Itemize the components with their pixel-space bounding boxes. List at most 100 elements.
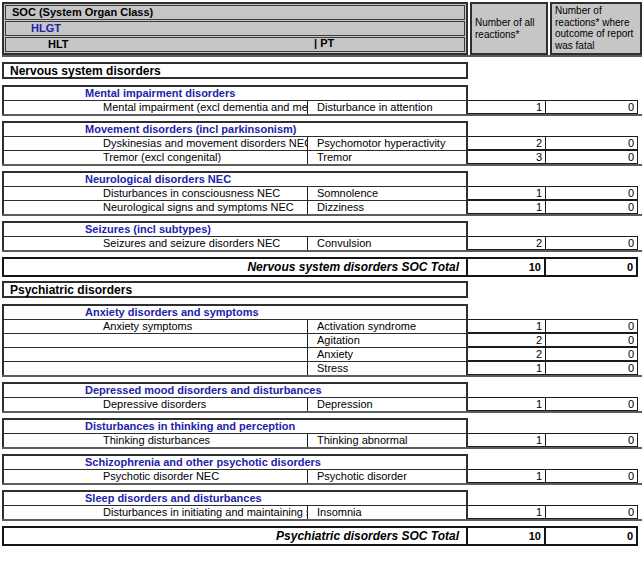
pt-cell: Insomnia [308, 506, 466, 519]
soc-total-row: Nervous system disorders SOC Total100 [2, 257, 642, 277]
hlgt-label-box: Disturbances in thinking and perception [2, 418, 468, 433]
pt-cell: Dizziness [308, 201, 466, 214]
hlgt-group: Mental impairment disordersMental impair… [2, 85, 642, 116]
soc-total-label: Psychiatric disorders SOC Total [2, 526, 468, 546]
hlt-column-label: HLT [6, 39, 69, 50]
hlt-cell: Dyskinesias and movement disorders NEC [4, 137, 308, 150]
term-row-left-box: Seizures and seizure disorders NECConvul… [2, 236, 468, 250]
hlt-cell: Disturbances in consciousness NEC [4, 187, 308, 200]
soc-reaction-report-table: SOC (System Organ Class) HLGT HLT | PT N… [0, 0, 644, 579]
term-row: Anxiety20 [2, 347, 642, 361]
hlgt-column-label: HLGT [6, 23, 61, 34]
fatal-reactions-value: 0 [546, 347, 638, 361]
all-reactions-value: 1 [468, 469, 546, 483]
hlt-cell [4, 362, 308, 375]
term-row: Disturbances in consciousness NECSomnole… [2, 186, 642, 200]
header-term-hierarchy-block: SOC (System Organ Class) HLGT HLT | PT [2, 2, 468, 55]
term-row-left-box: Disturbances in consciousness NECSomnole… [2, 186, 468, 200]
hlgt-row: Disturbances in thinking and perception [2, 418, 642, 433]
hlgt-row: Neurological disorders NEC [2, 171, 642, 186]
hlgt-label-box: Neurological disorders NEC [2, 171, 468, 186]
hlgt-group: Anxiety disorders and symptomsAnxiety sy… [2, 304, 642, 377]
term-row-left-box: Agitation [2, 333, 468, 347]
hlgt-row: Seizures (incl subtypes) [2, 221, 642, 236]
hlgt-label: Movement disorders (incl parkinsonism) [4, 124, 297, 135]
table-header: SOC (System Organ Class) HLGT HLT | PT N… [2, 2, 644, 55]
pt-cell: Thinking abnormal [308, 434, 466, 447]
term-row: Neurological signs and symptoms NECDizzi… [2, 200, 642, 214]
hlt-cell: Thinking disturbances [4, 434, 308, 447]
fatal-reactions-value: 0 [546, 150, 638, 164]
all-reactions-value: 1 [468, 361, 546, 375]
term-row: Anxiety symptomsActivation syndrome10 [2, 319, 642, 333]
all-reactions-value: 1 [468, 397, 546, 411]
header-hlgt-row: HLGT [5, 21, 465, 36]
term-row: Dyskinesias and movement disorders NECPs… [2, 136, 642, 150]
soc-total-row: Psychiatric disorders SOC Total100 [2, 526, 642, 546]
hlgt-row: Movement disorders (incl parkinsonism) [2, 121, 642, 136]
pt-cell: Psychomotor hyperactivity [308, 137, 466, 150]
soc-total-fatal-value: 0 [546, 526, 638, 546]
hlgt-group: Disturbances in thinking and perceptionT… [2, 418, 642, 449]
hlgt-row: Sleep disorders and disturbances [2, 490, 642, 505]
soc-total-all-value: 10 [468, 257, 546, 277]
term-row-left-box: Anxiety [2, 347, 468, 361]
fatal-reactions-value: 0 [546, 100, 638, 114]
term-row: Tremor (excl congenital)Tremor30 [2, 150, 642, 164]
soc-total-all-value: 10 [468, 526, 546, 546]
hlgt-group: Sleep disorders and disturbances Disturba… [2, 490, 642, 521]
term-row-left-box: Thinking disturbancesThinking abnormal [2, 433, 468, 447]
hlgt-label: Schizophrenia and other psychotic disord… [4, 457, 321, 468]
soc-title: Nervous system disorders [10, 64, 161, 78]
hlgt-label-box: Sleep disorders and disturbances [2, 490, 468, 505]
term-row: Thinking disturbancesThinking abnormal10 [2, 433, 642, 447]
term-row-left-box: Psychotic disorder NECPsychotic disorder [2, 469, 468, 483]
hlgt-label: Seizures (incl subtypes) [4, 224, 211, 235]
pt-cell: Convulsion [308, 237, 466, 250]
term-row: Mental impairment (excl dementia and mem… [2, 100, 642, 114]
pt-cell: Stress [308, 362, 466, 375]
section-gap [2, 546, 644, 550]
hlt-cell: Tremor (excl congenital) [4, 151, 308, 164]
pt-cell: Tremor [308, 151, 466, 164]
term-row-left-box: Mental impairment (excl dementia and mem… [2, 100, 468, 114]
soc-title-box: Nervous system disorders [2, 62, 468, 79]
fatal-reactions-value: 0 [546, 433, 638, 447]
term-row: Disturbances in initiating and maintaini… [2, 505, 642, 519]
hlt-cell: Disturbances in initiating and maintaini… [4, 506, 308, 519]
term-row-left-box: Neurological signs and symptoms NECDizzi… [2, 200, 468, 214]
hlgt-label: Depressed mood disorders and disturbance… [4, 385, 322, 396]
hlgt-row: Mental impairment disorders [2, 85, 642, 100]
soc-total-label: Nervous system disorders SOC Total [2, 257, 468, 277]
term-row: Stress10 [2, 361, 642, 375]
term-row: Seizures and seizure disorders NECConvul… [2, 236, 642, 250]
soc-title-box: Psychiatric disorders [2, 281, 468, 298]
hlgt-label: Sleep disorders and disturbances [4, 493, 262, 504]
pt-cell: Activation syndrome [308, 320, 466, 333]
header-all-reactions-column: Number of all reactions* [470, 2, 548, 55]
hlt-cell [4, 348, 308, 361]
hlgt-label: Disturbances in thinking and perception [4, 421, 295, 432]
hlgt-label-box: Movement disorders (incl parkinsonism) [2, 121, 468, 136]
all-reactions-value: 2 [468, 333, 546, 347]
all-reactions-value: 1 [468, 100, 546, 114]
soc-title: Psychiatric disorders [10, 283, 132, 297]
fatal-reactions-value: 0 [546, 319, 638, 333]
hlgt-label-box: Depressed mood disorders and disturbance… [2, 382, 468, 397]
all-reactions-value: 2 [468, 236, 546, 250]
hlgt-row: Anxiety disorders and symptoms [2, 304, 642, 319]
fatal-reactions-value: 0 [546, 200, 638, 214]
soc-column-label: SOC (System Organ Class) [6, 7, 153, 18]
hlgt-label: Anxiety disorders and symptoms [4, 307, 259, 318]
fatal-reactions-value: 0 [546, 469, 638, 483]
all-reactions-value: 1 [468, 200, 546, 214]
term-row: Depressive disordersDepression10 [2, 397, 642, 411]
term-row-left-box: Depressive disordersDepression [2, 397, 468, 411]
all-reactions-value: 1 [468, 319, 546, 333]
all-reactions-value: 1 [468, 186, 546, 200]
hlgt-label-box: Anxiety disorders and symptoms [2, 304, 468, 319]
header-soc-row: SOC (System Organ Class) [5, 5, 465, 20]
soc-total-fatal-value: 0 [546, 257, 638, 277]
hlt-cell: Mental impairment (excl dementia and mem… [4, 101, 308, 114]
fatal-reactions-value: 0 [546, 186, 638, 200]
